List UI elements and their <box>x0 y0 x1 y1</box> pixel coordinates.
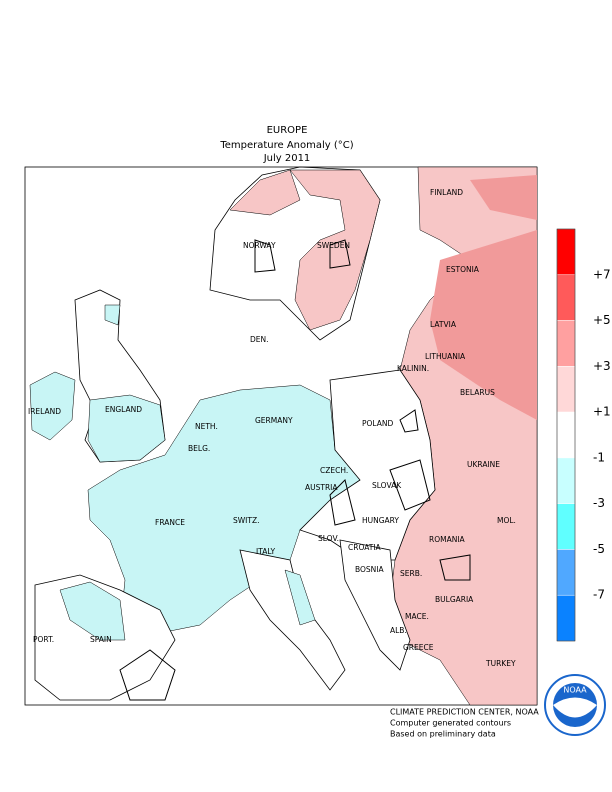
period: July 2011 <box>263 153 311 164</box>
contour <box>329 479 356 526</box>
legend-swatch <box>556 228 576 276</box>
region-label: PORT. <box>33 635 54 644</box>
region-label: KALININ. <box>397 364 429 373</box>
region-label: DEN. <box>250 335 269 344</box>
region-label: BULGARIA <box>435 595 474 604</box>
cool-region <box>284 569 316 626</box>
contour <box>439 554 471 581</box>
cool-region <box>59 581 126 641</box>
region-label: SERB. <box>400 569 422 578</box>
cool-region <box>104 304 121 326</box>
region-label: SLOVAK <box>372 481 402 490</box>
warm-core <box>470 175 537 220</box>
region-label: TURKEY <box>485 659 516 668</box>
region-label: GERMANY <box>255 416 293 425</box>
legend-label: +5 <box>593 313 611 327</box>
region-label: CZECH. <box>320 466 348 475</box>
legend-frame <box>556 228 576 642</box>
warm-region <box>289 169 381 331</box>
region-label: SWEDEN <box>317 241 350 250</box>
contour <box>119 649 176 701</box>
noaa-logo: NOAA <box>544 674 606 736</box>
region-label: SWITZ. <box>233 516 260 525</box>
region-label: FRANCE <box>155 518 185 527</box>
footer-line: CLIMATE PREDICTION CENTER, NOAA <box>390 708 539 717</box>
region-label: MACE. <box>405 612 429 621</box>
region-label: LATVIA <box>430 320 457 329</box>
region-label: POLAND <box>362 419 394 428</box>
legend-label: +3 <box>593 359 611 373</box>
contour <box>254 239 276 273</box>
region-label: ESTONIA <box>446 265 480 274</box>
legend-swatch <box>556 503 576 550</box>
legend: +7 +5 +3 +1 -1 -3 -5 -7 <box>556 228 611 642</box>
balkans <box>339 539 411 671</box>
map-labels: FINLAND NORWAY SWEDEN ESTONIA LATVIA DEN… <box>28 188 516 668</box>
legend-label: -3 <box>593 496 605 510</box>
region-label: SPAIN <box>90 635 112 644</box>
legend-swatch <box>556 411 576 459</box>
legend-swatch <box>556 366 576 413</box>
legend-label: +7 <box>593 267 611 281</box>
subtitle: Temperature Anomaly (°C) <box>219 140 353 151</box>
region-label: NETH. <box>195 422 218 431</box>
legend-swatch <box>556 320 576 367</box>
region-label: BELARUS <box>460 388 495 397</box>
region-label: BELG. <box>188 444 210 453</box>
warm-core <box>430 230 537 420</box>
map <box>24 166 538 706</box>
ireland <box>29 371 76 441</box>
cool-region <box>87 394 166 463</box>
legend-label: -7 <box>593 588 605 602</box>
legend-swatch <box>556 274 576 321</box>
region-label: MOL. <box>497 516 516 525</box>
region-label: NORWAY <box>243 241 276 250</box>
title: EUROPE <box>267 125 308 136</box>
legend-label: +1 <box>593 405 611 419</box>
warm-region <box>229 169 301 216</box>
legend-swatch <box>556 457 576 504</box>
region-label: UKRAINE <box>467 460 500 469</box>
legend-swatch <box>556 594 576 642</box>
region-label: IRELAND <box>28 407 61 416</box>
region-label: HUNGARY <box>362 516 399 525</box>
region-label: ROMANIA <box>429 535 466 544</box>
legend-label: -5 <box>593 542 605 556</box>
region-label: ITALY <box>256 547 276 556</box>
region-label: FINLAND <box>430 188 463 197</box>
region-label: SLOV. <box>318 534 339 543</box>
region-label: BOSNIA <box>355 565 384 574</box>
contour <box>329 239 351 269</box>
region-label: GREECE <box>403 643 434 652</box>
contour <box>399 409 419 433</box>
footer-line: Computer generated contours <box>390 719 511 728</box>
contour <box>389 459 431 511</box>
region-label: ALB. <box>390 626 407 635</box>
legend-label: -1 <box>593 450 605 464</box>
legend-swatch <box>556 549 576 596</box>
region-label: AUSTRIA <box>305 483 338 492</box>
region-label: LITHUANIA <box>425 352 466 361</box>
region-label: ENGLAND <box>105 405 142 414</box>
logo-text: NOAA <box>563 686 587 695</box>
region-label: CROATIA <box>348 543 382 552</box>
footer-line: Based on preliminary data <box>390 730 496 739</box>
